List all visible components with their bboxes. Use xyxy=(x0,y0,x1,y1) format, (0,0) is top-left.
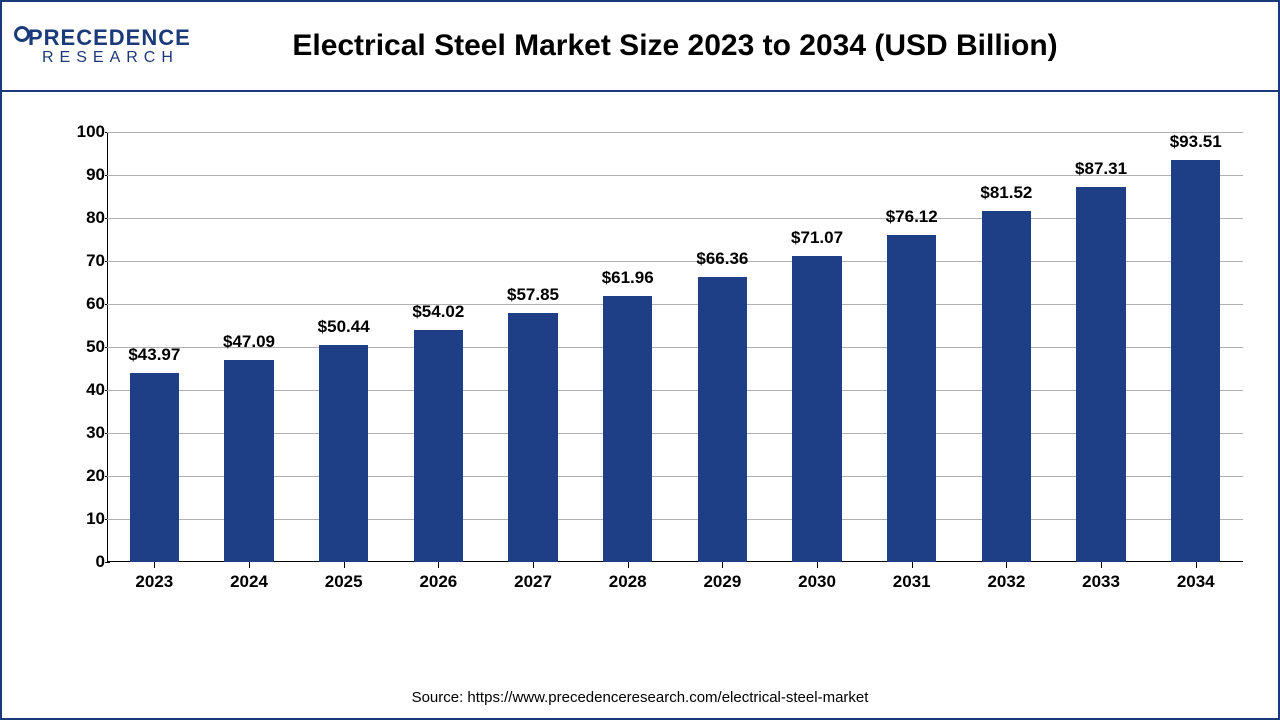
y-tick-label: 90 xyxy=(65,165,105,185)
bar: $81.52 xyxy=(982,211,1031,562)
x-tick-mark xyxy=(249,562,250,568)
bar-slot: $66.36 xyxy=(675,132,770,562)
x-tick-label: 2030 xyxy=(770,572,865,592)
chart-title: Electrical Steel Market Size 2023 to 203… xyxy=(204,29,1266,63)
bar-value-label: $76.12 xyxy=(886,207,938,227)
bars-row: $43.97 $47.09 $50.44 $54.02 $57.85 $61.96 $66.… xyxy=(107,132,1243,562)
x-tick-label: 2034 xyxy=(1148,572,1243,592)
x-tick-mark xyxy=(722,562,723,568)
bar-value-label: $66.36 xyxy=(696,249,748,269)
bar-slot: $57.85 xyxy=(486,132,581,562)
x-tick-mark xyxy=(344,562,345,568)
x-tick-mark xyxy=(154,562,155,568)
x-tick-label: 2024 xyxy=(202,572,297,592)
plot-area: $43.97 $47.09 $50.44 $54.02 $57.85 $61.96 $66.… xyxy=(107,132,1243,562)
x-tick-mark xyxy=(533,562,534,568)
y-tick-label: 80 xyxy=(65,208,105,228)
bar-slot: $61.96 xyxy=(580,132,675,562)
logo-top: PRECEDENCE xyxy=(14,25,191,51)
bar-value-label: $57.85 xyxy=(507,285,559,305)
x-tick-label: 2031 xyxy=(864,572,959,592)
bar-slot: $47.09 xyxy=(202,132,297,562)
source-text: Source: https://www.precedenceresearch.c… xyxy=(2,689,1278,706)
x-tick-mark xyxy=(912,562,913,568)
bar-slot: $87.31 xyxy=(1054,132,1149,562)
bar-value-label: $87.31 xyxy=(1075,159,1127,179)
x-tick-mark xyxy=(628,562,629,568)
y-tick-label: 50 xyxy=(65,337,105,357)
logo: PRECEDENCE RESEARCH xyxy=(14,25,204,67)
bar: $66.36 xyxy=(698,277,747,562)
bar-value-label: $54.02 xyxy=(412,302,464,322)
bar-value-label: $43.97 xyxy=(128,345,180,365)
bar: $71.07 xyxy=(792,256,841,562)
bar-value-label: $93.51 xyxy=(1170,132,1222,152)
bar: $76.12 xyxy=(887,235,936,562)
y-tick-label: 40 xyxy=(65,380,105,400)
x-tick-mark xyxy=(1006,562,1007,568)
bar-value-label: $81.52 xyxy=(980,183,1032,203)
x-labels-row: 2023202420252026202720282029203020312032… xyxy=(107,572,1243,592)
bar: $43.97 xyxy=(130,373,179,562)
bar: $93.51 xyxy=(1171,160,1220,562)
bar: $50.44 xyxy=(319,345,368,562)
bar-slot: $93.51 xyxy=(1148,132,1243,562)
y-tick-label: 10 xyxy=(65,509,105,529)
bar-value-label: $71.07 xyxy=(791,228,843,248)
y-tick-label: 70 xyxy=(65,251,105,271)
x-tick-mark xyxy=(817,562,818,568)
y-tick-label: 30 xyxy=(65,423,105,443)
bar-slot: $43.97 xyxy=(107,132,202,562)
y-tick-label: 20 xyxy=(65,466,105,486)
logo-mark-icon xyxy=(14,26,30,42)
x-tick-label: 2025 xyxy=(296,572,391,592)
bar-value-label: $47.09 xyxy=(223,332,275,352)
x-tick-label: 2027 xyxy=(486,572,581,592)
logo-text-2: RESEARCH xyxy=(42,49,179,67)
chart-container: PRECEDENCE RESEARCH Electrical Steel Mar… xyxy=(0,0,1280,720)
x-tick-label: 2029 xyxy=(675,572,770,592)
header-row: PRECEDENCE RESEARCH Electrical Steel Mar… xyxy=(2,2,1278,92)
x-tick-mark xyxy=(438,562,439,568)
bar-slot: $76.12 xyxy=(864,132,959,562)
bar: $87.31 xyxy=(1076,187,1125,562)
y-tick-label: 60 xyxy=(65,294,105,314)
bar-slot: $81.52 xyxy=(959,132,1054,562)
y-tick-label: 100 xyxy=(65,122,105,142)
bar: $54.02 xyxy=(414,330,463,562)
x-tick-label: 2033 xyxy=(1054,572,1149,592)
chart-area: 0102030405060708090100 $43.97$47.09$50.4… xyxy=(57,132,1253,612)
bar: $57.85 xyxy=(508,313,557,562)
x-tick-label: 2023 xyxy=(107,572,202,592)
logo-text-1: PRECEDENCE xyxy=(28,25,191,51)
bar-value-label: $50.44 xyxy=(318,317,370,337)
y-tick-label: 0 xyxy=(65,552,105,572)
x-tick-label: 2026 xyxy=(391,572,486,592)
bar-value-label: $61.96 xyxy=(602,268,654,288)
bar: $61.96 xyxy=(603,296,652,562)
bar: $47.09 xyxy=(224,360,273,562)
bar-slot: $50.44 xyxy=(296,132,391,562)
x-tick-mark xyxy=(1101,562,1102,568)
y-tick-mark xyxy=(105,562,110,563)
x-tick-label: 2032 xyxy=(959,572,1054,592)
x-tick-mark xyxy=(1196,562,1197,568)
bar-slot: $54.02 xyxy=(391,132,486,562)
bar-slot: $71.07 xyxy=(770,132,865,562)
x-tick-label: 2028 xyxy=(580,572,675,592)
